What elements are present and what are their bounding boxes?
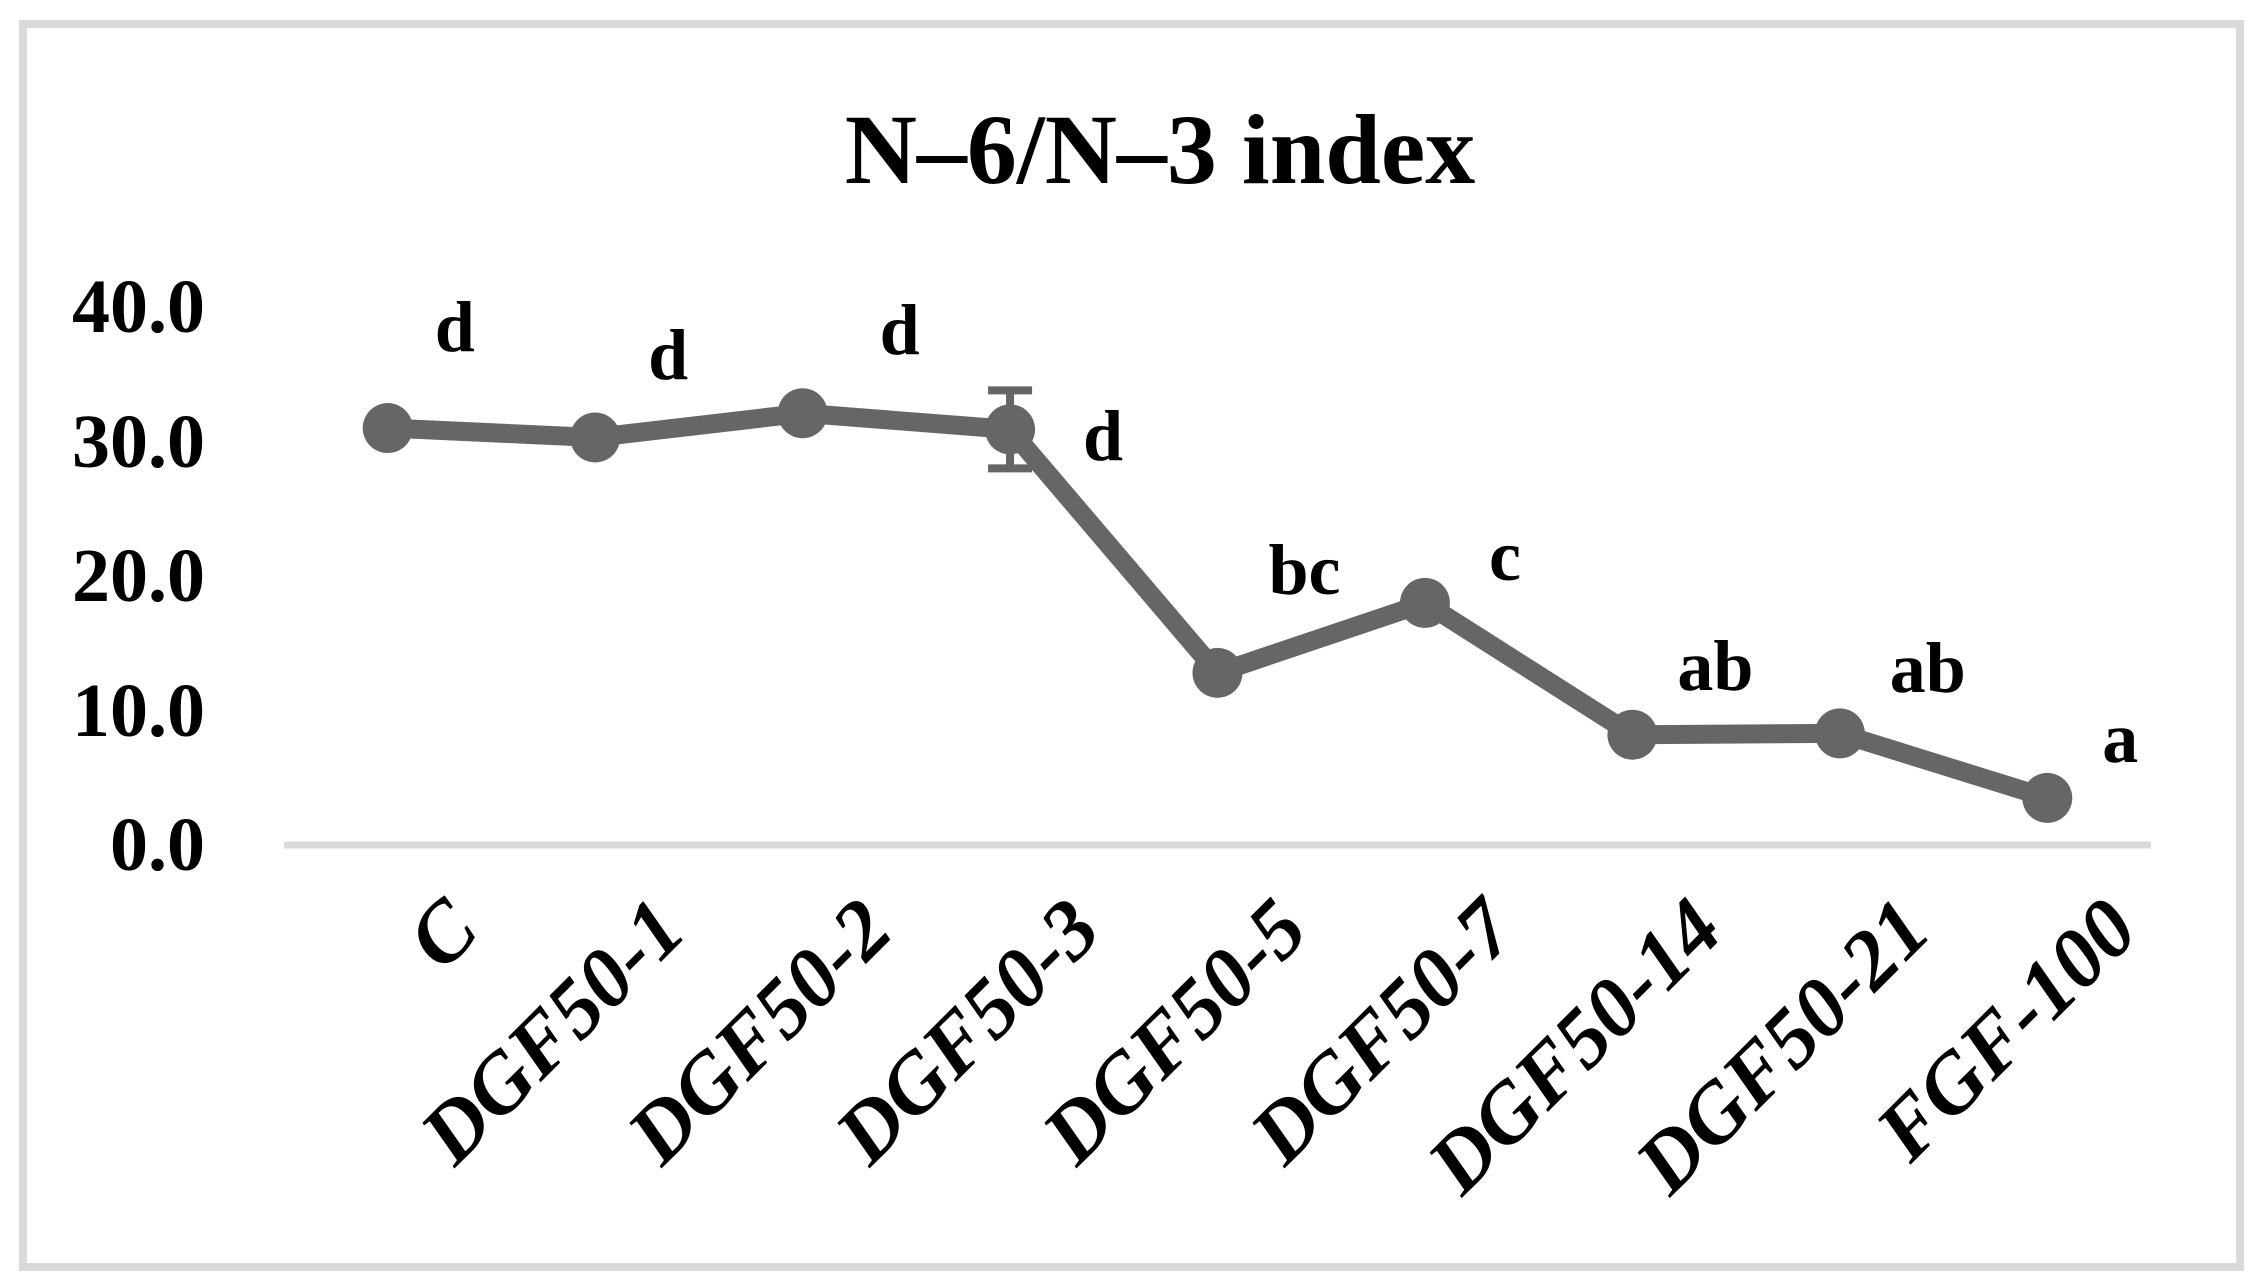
significance-letter: d [1083,396,1124,477]
y-tick-label: 30.0 [72,399,205,484]
significance-letter: d [879,290,920,371]
data-point-marker [985,404,1036,455]
data-point-marker [777,388,828,439]
y-tick-label: 0.0 [110,803,205,887]
data-point-marker [362,403,413,454]
y-tick-label: 10.0 [72,668,205,753]
significance-letter: bc [1268,529,1341,610]
significance-letter: d [648,315,689,396]
data-point-marker [1814,708,1865,759]
significance-letter: ab [1677,625,1754,706]
y-tick-label: 20.0 [72,534,205,618]
data-point-marker [570,412,621,463]
y-tick-label: 40.0 [72,265,205,349]
data-point-marker [1607,709,1658,760]
data-point-marker [1192,647,1243,698]
significance-letter: d [434,287,475,368]
significance-letter: c [1488,515,1521,596]
significance-letter: a [2102,697,2139,778]
data-point-marker [2022,772,2073,823]
significance-letter: ab [1889,628,1966,709]
chart-title: N–6/N–3 index [844,94,1476,205]
series-line [378,403,2057,808]
data-point-marker [1399,577,1450,628]
